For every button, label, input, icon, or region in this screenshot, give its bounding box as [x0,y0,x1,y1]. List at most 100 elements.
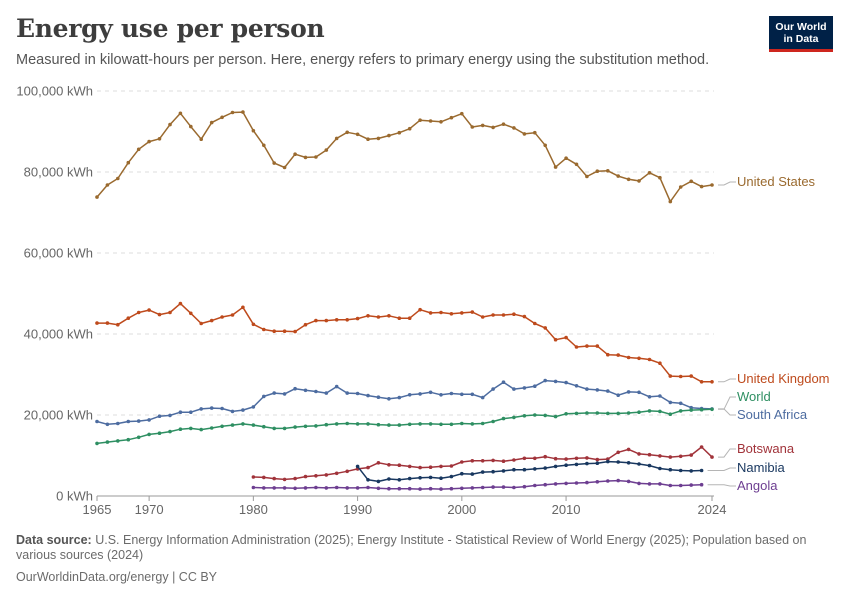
data-point [293,476,297,481]
data-point [533,483,537,488]
data-point [407,476,412,481]
data-point [501,122,506,126]
data-point [189,311,193,316]
data-point [470,125,475,129]
data-point [293,486,297,491]
data-point [626,447,631,452]
data-point [678,483,683,488]
data-point [168,122,172,127]
data-point [574,462,579,467]
series-label: World [737,389,771,404]
series-united-states [95,110,714,204]
data-point [251,475,256,479]
data-point [574,411,579,416]
data-point [262,143,266,148]
label-connector [718,408,736,416]
data-point [533,130,537,135]
chart-title: Energy use per person [16,14,325,43]
data-point [387,486,391,491]
data-point [387,477,391,481]
data-point [595,461,600,466]
series-line [253,446,713,481]
data-point [220,115,224,120]
data-point [272,391,277,395]
data-point [512,126,516,130]
data-point [564,380,568,385]
data-point [199,321,203,326]
data-point [282,486,287,490]
data-point [512,467,516,472]
data-point [209,120,214,125]
data-point [470,459,475,463]
data-point [241,110,245,114]
data-point [136,419,141,423]
data-point [376,479,381,484]
data-point [491,313,495,317]
data-point [553,464,558,469]
data-point [334,136,339,141]
data-point [626,355,631,360]
owid-logo[interactable]: Our World in Data [769,16,833,52]
data-point [282,392,287,396]
data-point [668,455,673,459]
data-point [282,329,287,334]
label-connector [718,448,736,458]
data-point [418,465,422,470]
data-point [637,356,641,361]
data-point [376,486,381,491]
series-angola [251,478,704,491]
data-point [407,126,412,131]
data-point [439,120,443,124]
data-point [543,454,547,459]
data-point [230,409,235,414]
data-point [105,321,110,325]
data-point [470,310,475,314]
data-point [637,481,641,486]
data-point [334,485,339,490]
data-point [606,459,610,464]
data-point [157,414,162,419]
data-point [553,414,558,419]
data-point [439,464,443,469]
footer-url[interactable]: OurWorldinData.org/energy | CC BY [16,570,218,584]
data-point [293,386,297,391]
data-point [637,462,641,466]
data-point [543,413,547,418]
data-point [314,424,318,428]
data-point [574,384,579,388]
data-point [564,335,568,340]
data-point [689,469,693,473]
data-point [407,422,412,427]
data-point [178,111,183,116]
data-point [314,155,318,159]
data-point [303,424,308,429]
data-point [439,476,443,481]
data-point [345,130,350,135]
data-point [397,423,402,427]
data-point [345,486,350,490]
data-point [407,393,412,397]
data-point [512,415,516,420]
data-point [199,407,203,411]
data-point [585,387,589,391]
data-point [178,301,183,306]
series-line [96,408,713,445]
data-point [168,310,172,315]
series-world [95,407,714,446]
data-point [689,374,693,378]
series-label: Namibia [737,460,785,475]
data-point [397,463,402,468]
data-point [334,384,339,389]
data-point [136,435,141,440]
data-point [272,486,277,490]
data-point [95,441,99,446]
series-botswana [251,445,714,482]
data-point [168,429,172,434]
data-point [439,310,443,315]
data-point [136,310,141,315]
data-point [303,388,308,393]
data-point [241,305,245,310]
data-point [376,422,381,427]
data-point [647,452,652,457]
data-point [689,179,693,184]
